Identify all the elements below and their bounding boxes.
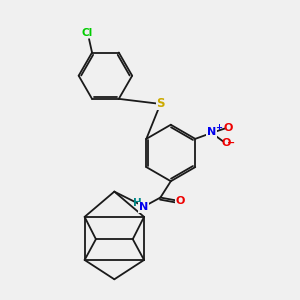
Text: N: N [139,202,148,212]
Text: N: N [207,127,216,137]
Text: O: O [222,138,231,148]
Text: Cl: Cl [82,28,93,38]
Text: +: + [214,123,222,132]
Text: S: S [156,98,165,110]
Text: H: H [133,198,142,208]
Text: O: O [176,196,185,206]
Text: −: − [227,138,235,148]
Text: O: O [224,123,233,133]
